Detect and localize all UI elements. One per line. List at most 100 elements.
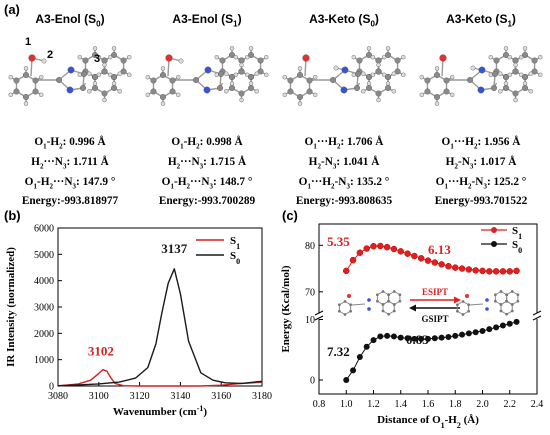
atom xyxy=(512,90,519,97)
axis-break-mark xyxy=(314,310,324,316)
atom-label-3: 3 xyxy=(94,53,101,65)
molecule-model-enol-s1 xyxy=(145,46,269,106)
atom xyxy=(366,81,372,86)
data-point-s0 xyxy=(445,334,452,341)
atom xyxy=(387,312,391,316)
atom xyxy=(117,89,122,94)
atom xyxy=(531,57,538,64)
esipt-label: ESIPT xyxy=(422,287,448,297)
atom xyxy=(477,86,485,94)
atom xyxy=(490,85,497,92)
x-axis-title: Distance of O1-H2 (Å) xyxy=(377,414,479,430)
atom xyxy=(375,299,379,303)
molecule-model-keto-s1 xyxy=(419,46,543,106)
data-point-s0 xyxy=(377,333,384,340)
properties-enol-s1: O1-H2: 0.998 Å H2···N3: 1.715 Å O1-H2···… xyxy=(141,135,273,210)
atom xyxy=(375,90,382,97)
atom xyxy=(434,72,441,79)
atom xyxy=(80,71,87,78)
legend-label-s1: S1 xyxy=(512,225,522,241)
atom xyxy=(28,54,36,62)
y-tick-label: 10 xyxy=(305,315,315,326)
x-tick-label: 1.2 xyxy=(367,399,380,410)
atom xyxy=(224,71,229,76)
atom xyxy=(341,66,349,74)
data-point-s0 xyxy=(356,354,363,361)
data-point-s1 xyxy=(363,245,370,252)
molecule-title-keto-s0: A3-Keto (S0) xyxy=(309,12,379,29)
atom xyxy=(165,54,173,62)
atom xyxy=(343,313,347,316)
atom xyxy=(23,66,29,71)
atom xyxy=(503,46,509,51)
atom xyxy=(254,89,259,94)
atom xyxy=(204,66,212,74)
atom xyxy=(257,57,264,64)
atom xyxy=(117,71,122,76)
atom xyxy=(353,85,360,92)
data-point-s1 xyxy=(465,266,473,273)
data-point-s0 xyxy=(397,334,404,341)
x-tick-label: 1.0 xyxy=(340,399,353,410)
barrier-label-0-83: 0.83 xyxy=(406,332,429,347)
axis-break-mark xyxy=(532,310,542,316)
atom xyxy=(91,85,98,92)
esipt-arrowhead xyxy=(454,296,461,304)
atom xyxy=(77,55,82,60)
atom xyxy=(333,65,339,71)
atom xyxy=(450,75,455,80)
atom xyxy=(502,52,509,59)
atom xyxy=(254,71,259,76)
atom xyxy=(169,77,176,84)
bond xyxy=(351,303,366,306)
atom xyxy=(354,71,361,78)
atom xyxy=(8,75,13,80)
data-point-s0 xyxy=(431,335,438,342)
atom xyxy=(522,46,528,51)
atom xyxy=(398,293,402,297)
data-point-s0 xyxy=(404,335,411,342)
atom xyxy=(228,52,235,59)
data-point-s0 xyxy=(363,343,370,350)
atom xyxy=(385,46,391,51)
atom xyxy=(239,62,244,68)
data-point-s0 xyxy=(499,322,506,329)
atom xyxy=(150,88,157,95)
atom xyxy=(375,293,379,297)
atom xyxy=(96,55,102,60)
atom xyxy=(79,85,86,92)
atom xyxy=(510,303,514,306)
atom xyxy=(238,57,245,64)
atom xyxy=(510,290,514,293)
atom xyxy=(499,309,503,313)
atom-label-2: 2 xyxy=(47,49,54,61)
atom xyxy=(366,46,372,51)
x-tick-label: 3180 xyxy=(252,391,272,402)
atom xyxy=(493,293,497,297)
atom xyxy=(505,312,509,316)
data-point-s0 xyxy=(390,333,397,340)
y-axis-title: IR Intensity (normalized) xyxy=(5,247,17,367)
enol-structure-sketch xyxy=(337,290,402,316)
atom xyxy=(443,88,450,95)
data-point-s1 xyxy=(349,256,357,264)
data-point-s0 xyxy=(479,327,486,334)
atom xyxy=(370,55,376,60)
atom xyxy=(23,72,30,79)
bond-length-2: H2···N3: 1.715 Å xyxy=(167,155,247,170)
data-point-s0 xyxy=(370,337,377,344)
atom xyxy=(228,85,235,92)
atom xyxy=(392,303,396,306)
atom xyxy=(160,72,167,79)
atom xyxy=(228,74,235,81)
bond-angle: O1···H2-N3: 125.2 ° xyxy=(435,175,527,190)
data-point-s1 xyxy=(445,262,452,270)
atom xyxy=(522,85,529,92)
atom xyxy=(419,75,424,80)
atom xyxy=(510,309,514,313)
x-tick-label: 3140 xyxy=(170,391,190,402)
atom xyxy=(87,71,92,76)
atom xyxy=(522,81,528,86)
atom xyxy=(313,75,318,80)
atom xyxy=(127,55,132,60)
